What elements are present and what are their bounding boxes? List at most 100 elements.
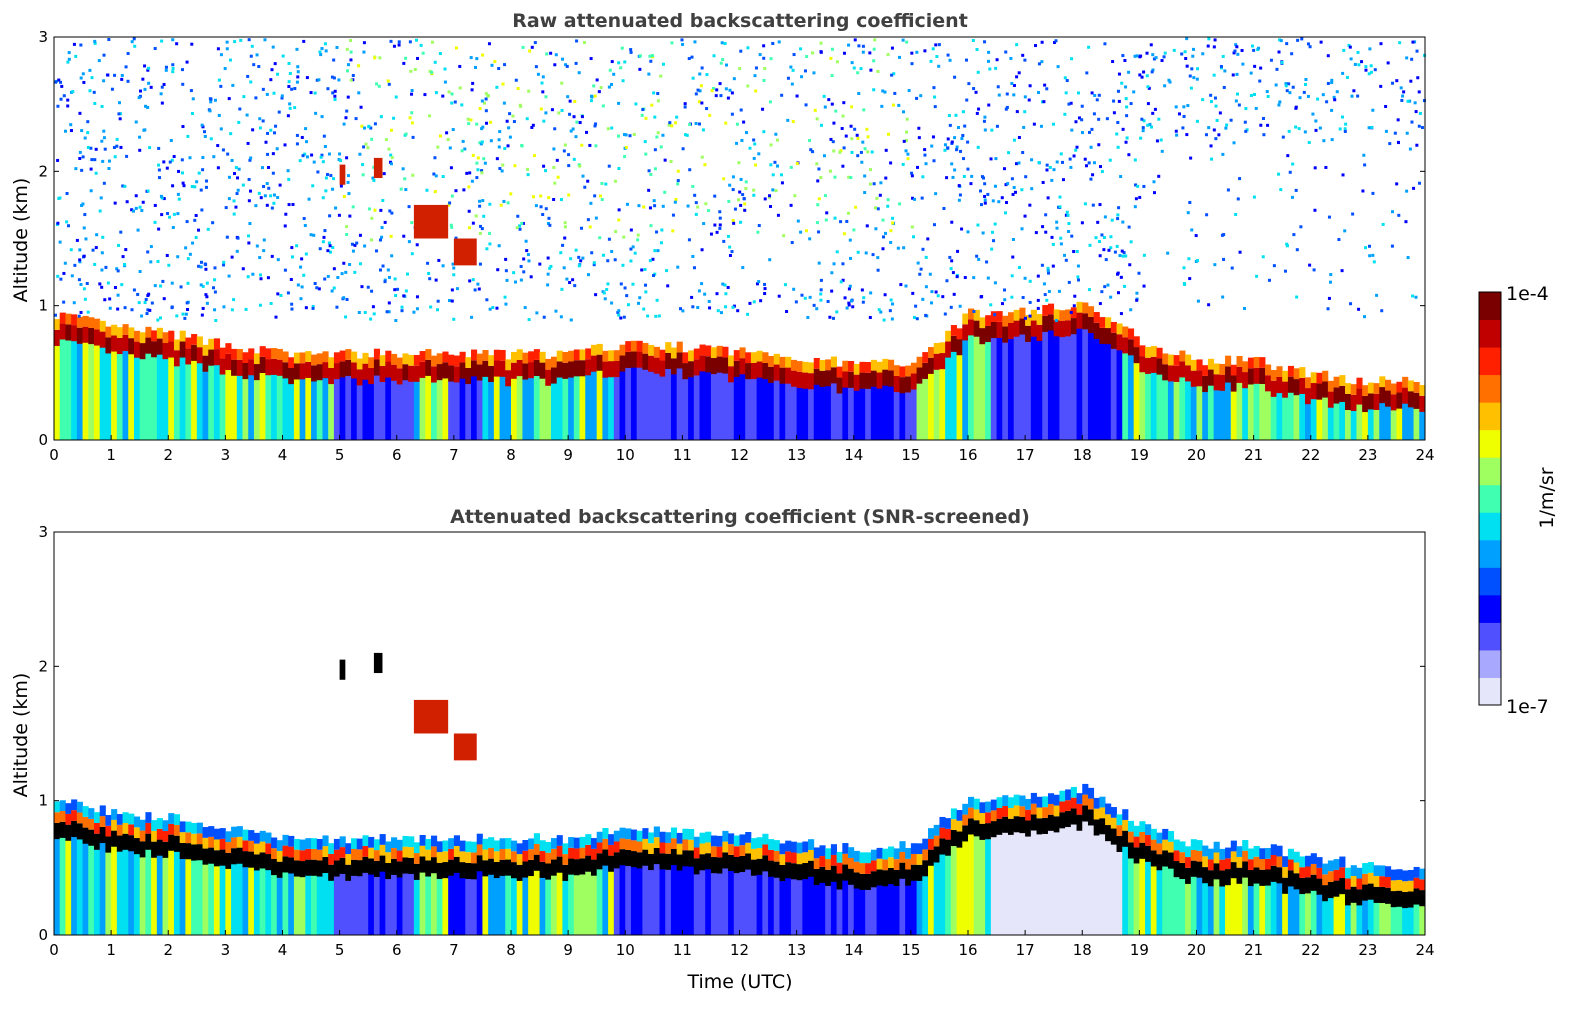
noise-cell [67,57,71,61]
layer-top-cell [819,370,826,387]
layer-edge-cell [1345,878,1352,890]
noise-cell [1349,57,1353,61]
layer-edge-cell [636,841,643,853]
noise-cell [616,134,620,138]
noise-cell [719,94,723,98]
colorbar-swatch [1479,429,1501,458]
noise-cell [606,127,610,131]
layer-top-cell [882,870,889,887]
noise-cell [255,244,259,248]
noise-cell [1145,51,1149,55]
layer-edge-cell [436,353,443,365]
noise-cell [505,278,509,282]
boundary-layer-cell [1419,410,1426,440]
layer-edge-cell [293,849,301,861]
boundary-layer-cell [242,865,249,935]
noise-cell [994,157,998,161]
boundary-layer-cell [368,382,375,440]
noise-cell [976,223,980,227]
layer-edge-cell [442,351,449,363]
boundary-layer-cell [836,888,843,935]
layer-edge-cell [1373,383,1380,394]
layer-top-cell [368,367,375,385]
noise-cell [1162,55,1166,59]
layer-top-cell [396,368,403,385]
noise-cell [327,241,331,245]
boundary-layer-cell [990,336,997,440]
boundary-layer-cell [1185,380,1192,440]
boundary-layer-cell [888,385,895,440]
layer-top-cell [145,833,152,850]
noise-cell [1290,52,1294,56]
noise-cell [200,208,204,212]
noise-cell [1030,158,1034,162]
noise-cell [963,276,967,280]
boundary-layer-cell [1070,332,1077,440]
noise-cell [720,41,724,45]
noise-cell [79,76,83,80]
noise-cell [1303,130,1307,134]
noise-cell [1098,254,1102,258]
noise-cell [1039,124,1043,128]
noise-cell [1230,266,1234,270]
layer-top-cell [979,328,986,345]
boundary-layer-cell [1087,331,1095,440]
noise-cell [213,290,217,294]
layer-edge-cell [939,816,946,828]
noise-cell [562,149,566,153]
noise-cell [475,176,479,180]
noise-cell [342,296,346,300]
boundary-layer-cell [82,842,89,935]
layer-top-cell [373,359,381,376]
noise-cell [407,205,411,209]
noise-cell [438,134,442,138]
noise-cell [247,241,251,245]
layer-edge-cell [859,863,866,874]
colorbar-swatch [1479,402,1501,431]
noise-cell [842,101,846,105]
layer-edge-cell [1013,309,1020,321]
layer-top-cell [1310,874,1317,891]
boundary-layer-cell [819,881,826,935]
boundary-layer-cell [710,372,718,440]
noise-cell [375,82,379,86]
noise-cell [1080,131,1084,135]
noise-cell [78,258,82,262]
noise-cell [1234,99,1238,103]
layer-edge-cell [436,841,443,853]
noise-cell [889,240,893,244]
noise-cell [1000,196,1004,200]
boundary-layer-cell [105,851,112,935]
layer-edge-cell [596,831,603,843]
noise-cell [153,203,157,207]
noise-cell [712,54,716,58]
noise-cell [274,315,278,319]
noise-cell [754,66,758,70]
noise-cell [1288,91,1292,95]
layer-top-cell [276,359,283,376]
noise-cell [653,249,657,253]
layer-edge-cell [173,339,181,351]
noise-cell [528,49,532,53]
layer-top-cell [59,821,66,838]
noise-cell [886,53,890,57]
layer-edge-cell [111,324,118,336]
noise-cell [257,65,261,69]
boundary-layer-cell [322,871,329,935]
noise-cell [762,44,766,48]
layer-edge-cell [65,813,72,825]
noise-cell [753,74,757,78]
layer-edge-cell [1162,839,1169,851]
noise-cell [655,135,659,139]
layer-top-cell [1305,388,1312,405]
noise-cell [691,305,695,309]
noise-cell [696,205,700,209]
noise-cell [1285,242,1289,246]
noise-cell [1220,233,1224,237]
noise-cell [838,150,842,154]
layer-top-cell [202,848,209,865]
noise-cell [387,275,391,279]
noise-cell [381,198,385,202]
noise-cell [841,114,845,118]
noise-cell [1201,52,1205,56]
